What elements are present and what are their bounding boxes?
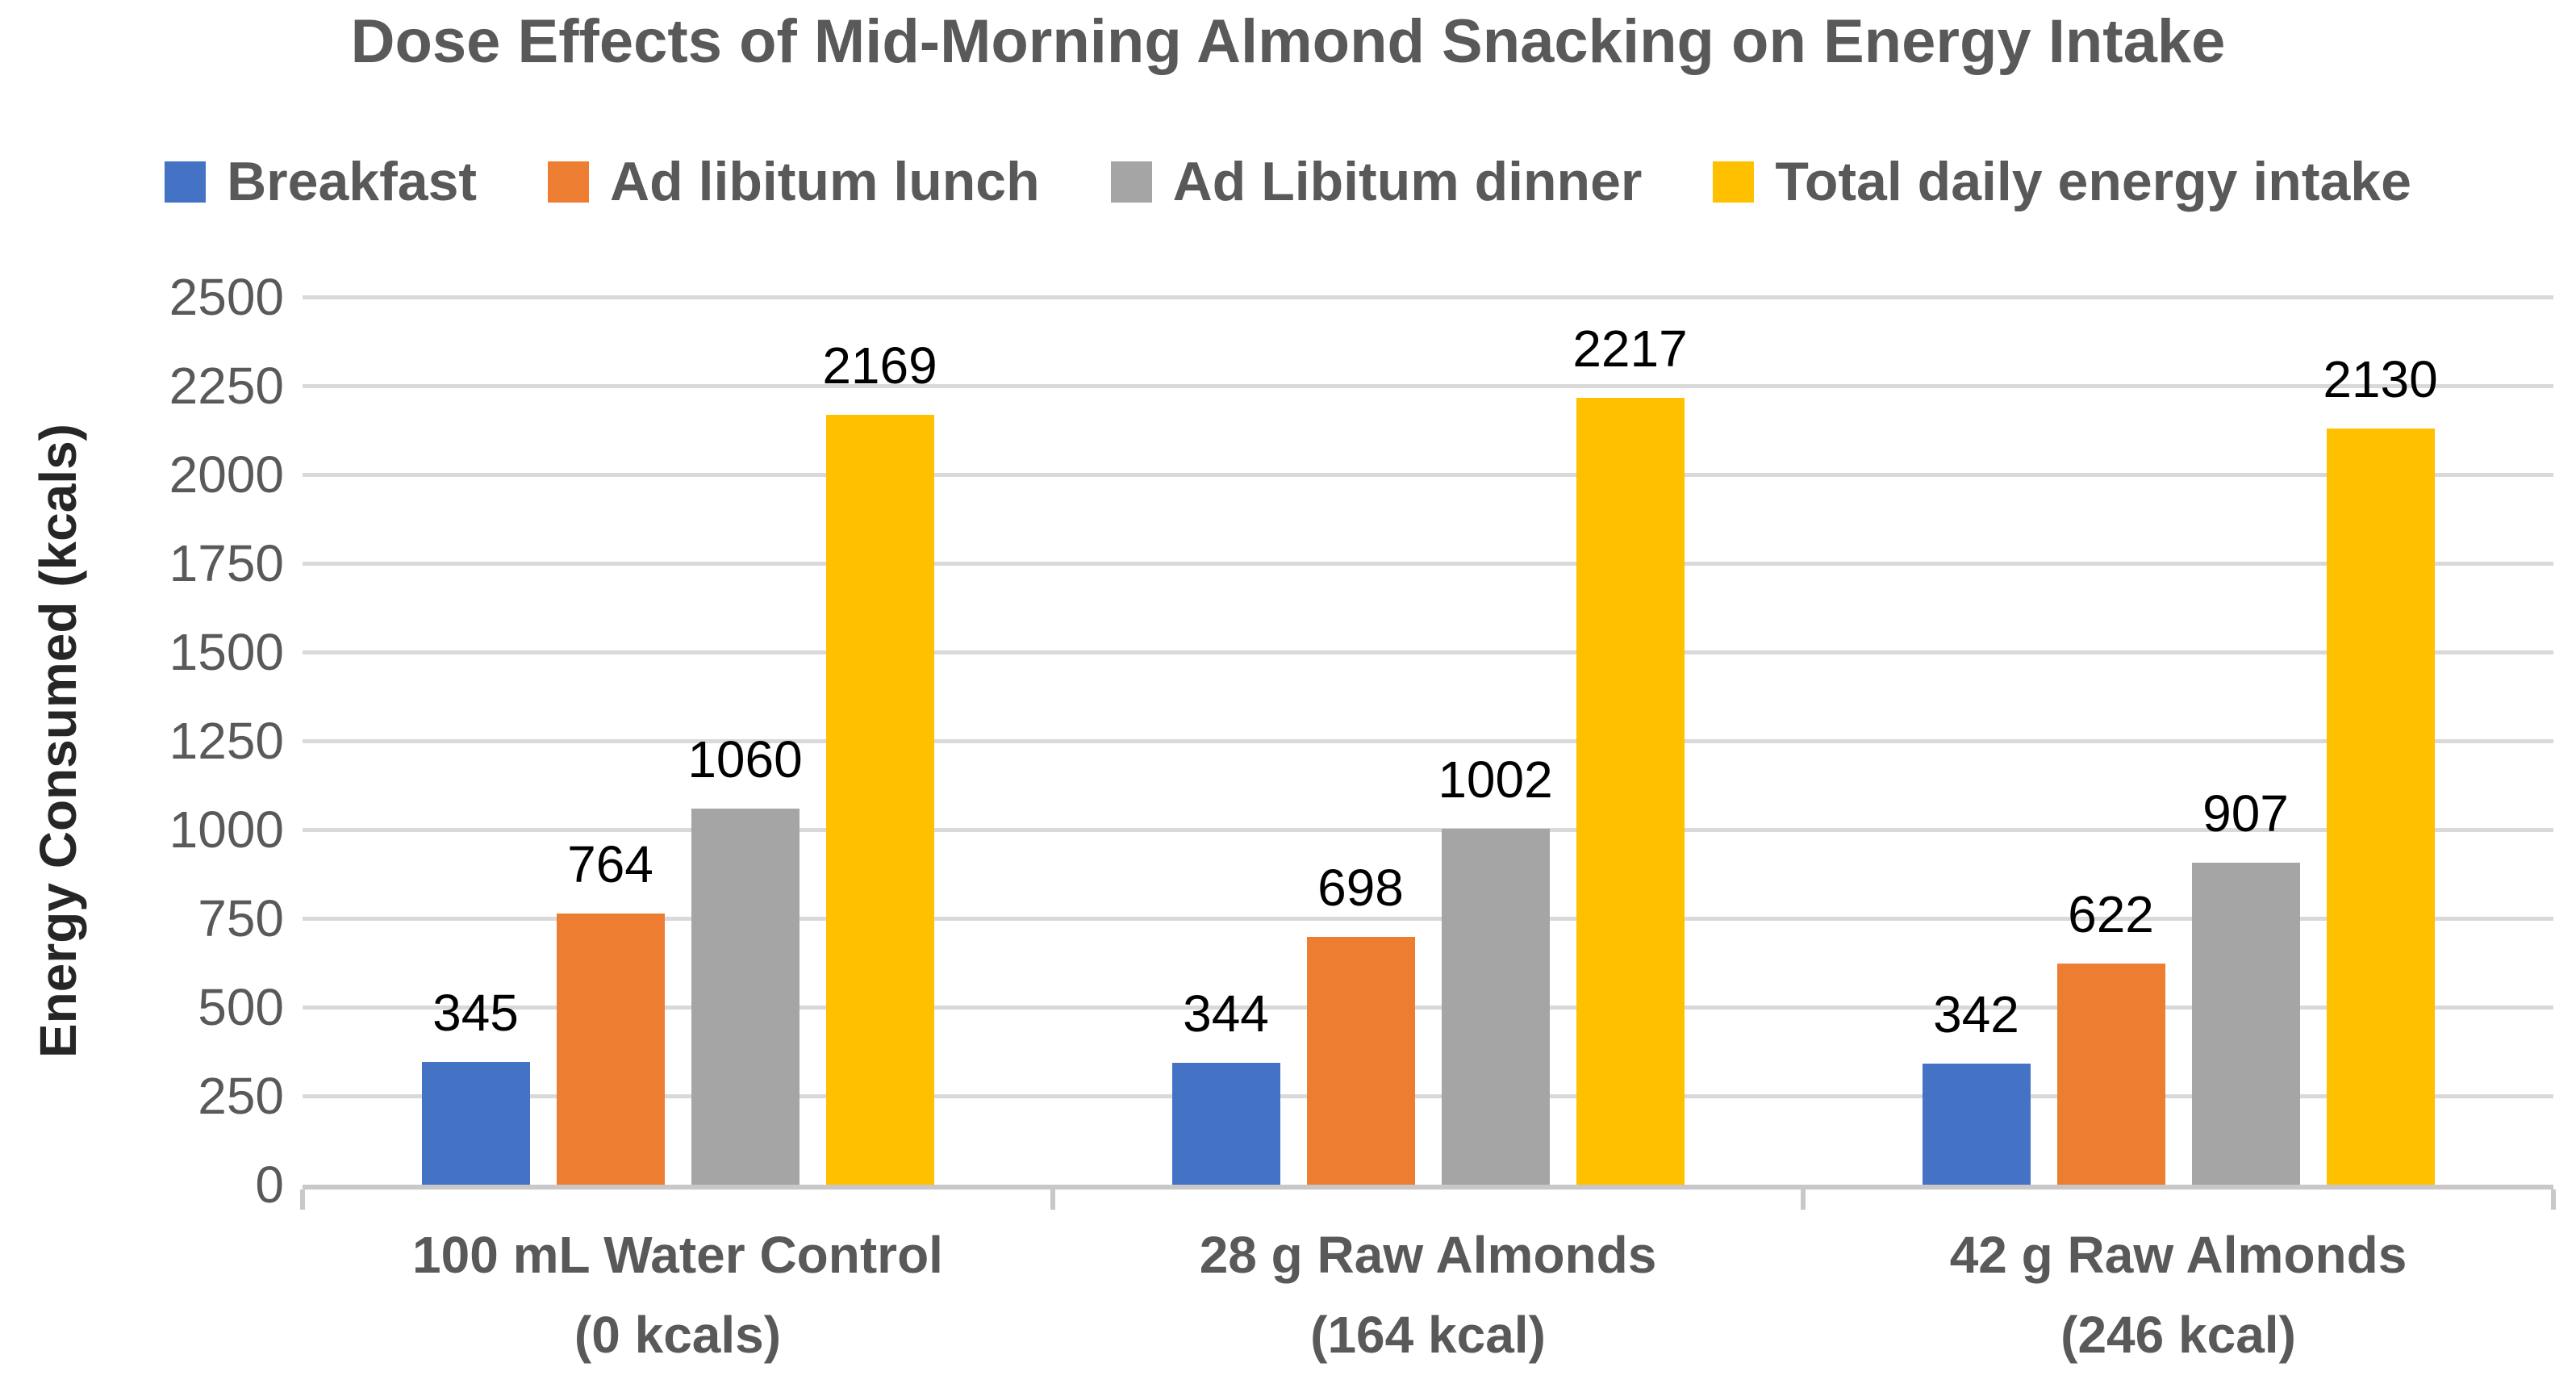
bar: 344 bbox=[1171, 985, 1280, 1185]
bar: 622 bbox=[2056, 885, 2165, 1185]
category-label: 100 mL Water Control (0 kcals) bbox=[303, 1215, 1053, 1375]
bar: 345 bbox=[421, 984, 530, 1185]
bar-value-label: 1060 bbox=[687, 730, 803, 788]
bar: 2217 bbox=[1572, 320, 1688, 1185]
bar-group: 342 622 907 2130 bbox=[1803, 297, 2553, 1185]
bar-value-label: 698 bbox=[1317, 858, 1404, 917]
legend: Breakfast Ad libitum lunch Ad Libitum dinn… bbox=[0, 150, 2576, 213]
category-label: 28 g Raw Almonds (164 kcal) bbox=[1053, 1215, 1803, 1375]
legend-swatch-icon bbox=[165, 161, 207, 203]
bar: 764 bbox=[556, 835, 665, 1185]
category-label-line2: (0 kcals) bbox=[574, 1306, 782, 1365]
y-axis-tick-label: 1500 bbox=[169, 623, 284, 681]
bar-value-label: 2217 bbox=[1572, 319, 1688, 378]
gridline bbox=[303, 295, 2553, 299]
y-axis-tick-label: 0 bbox=[255, 1156, 284, 1214]
legend-item: Total daily energy intake bbox=[1713, 150, 2411, 213]
gridline bbox=[303, 1093, 2553, 1098]
gridline bbox=[303, 1005, 2553, 1010]
bar: 907 bbox=[2191, 784, 2300, 1185]
y-axis-tick-labels: 2500 2250 2000 1750 1500 1250 1000 750 500 250 0 bbox=[0, 268, 284, 1214]
bar: 1002 bbox=[1438, 751, 1553, 1185]
category-label-line2: (246 kcal) bbox=[2060, 1306, 2296, 1365]
x-axis-category-labels: 100 mL Water Control (0 kcals) 28 g Raw Al… bbox=[303, 1215, 2553, 1375]
bar-value-label: 2169 bbox=[822, 336, 937, 395]
bar-value-label: 622 bbox=[2068, 885, 2154, 944]
chart-title: Dose Effects of Mid-Morning Almond Snack… bbox=[350, 7, 2226, 76]
bar-value-label: 345 bbox=[432, 984, 519, 1043]
gridline bbox=[303, 738, 2553, 743]
plot-area: 345 764 1060 2169 344 698 1002 2217 342 622 907 213… bbox=[300, 295, 2556, 1210]
bar-value-label: 764 bbox=[567, 834, 653, 893]
legend-label: Ad libitum lunch bbox=[610, 151, 1040, 212]
bar: 698 bbox=[1306, 859, 1415, 1185]
y-axis-tick-label: 2250 bbox=[169, 357, 284, 415]
y-axis-tick-label: 500 bbox=[198, 978, 284, 1036]
legend-item: Ad Libitum dinner bbox=[1110, 150, 1643, 213]
bar-group: 345 764 1060 2169 bbox=[303, 297, 1053, 1185]
category-label-line1: 100 mL Water Control bbox=[412, 1226, 943, 1284]
bar-value-label: 2130 bbox=[2323, 349, 2438, 408]
y-axis-tick-label: 1000 bbox=[169, 801, 284, 859]
legend-item: Ad libitum lunch bbox=[548, 150, 1040, 213]
y-axis-tick-label: 750 bbox=[198, 889, 284, 947]
legend-label: Ad Libitum dinner bbox=[1172, 151, 1643, 212]
y-axis-tick-label: 1250 bbox=[169, 712, 284, 770]
category-label-line1: 42 g Raw Almonds bbox=[1949, 1226, 2407, 1284]
legend-swatch-icon bbox=[548, 161, 590, 203]
category-label-line2: (164 kcal) bbox=[1310, 1306, 1546, 1365]
bar-value-label: 907 bbox=[2202, 784, 2289, 843]
gridline bbox=[303, 827, 2553, 832]
bar: 1060 bbox=[687, 730, 803, 1185]
x-axis-tick bbox=[300, 1190, 305, 1210]
category-label-line1: 28 g Raw Almonds bbox=[1199, 1226, 1657, 1284]
y-axis-tick-label: 2000 bbox=[169, 445, 284, 504]
legend-item: Breakfast bbox=[165, 150, 477, 213]
bar: 2169 bbox=[822, 337, 937, 1185]
gridline bbox=[303, 472, 2553, 477]
x-axis-tick bbox=[1050, 1190, 1055, 1210]
y-axis-tick-label: 250 bbox=[198, 1067, 284, 1125]
category-label: 42 g Raw Almonds (246 kcal) bbox=[1803, 1215, 2553, 1375]
legend-swatch-icon bbox=[1110, 161, 1152, 203]
x-axis-tick bbox=[1801, 1190, 1806, 1210]
gridline bbox=[303, 383, 2553, 388]
gridline bbox=[303, 561, 2553, 566]
legend-label: Total daily energy intake bbox=[1775, 151, 2411, 212]
legend-swatch-icon bbox=[1713, 161, 1755, 203]
bar-groups: 345 764 1060 2169 344 698 1002 2217 342 622 907 213… bbox=[303, 297, 2553, 1185]
y-axis-tick-label: 1750 bbox=[169, 534, 284, 592]
bar: 342 bbox=[1922, 985, 2031, 1185]
legend-label: Breakfast bbox=[227, 151, 478, 212]
bar-group: 344 698 1002 2217 bbox=[1053, 297, 1803, 1185]
gridline bbox=[303, 916, 2553, 921]
y-axis-tick-label: 2500 bbox=[169, 268, 284, 326]
x-axis-tick bbox=[2551, 1190, 2556, 1210]
bar-value-label: 342 bbox=[1933, 985, 2019, 1043]
gridline bbox=[303, 650, 2553, 654]
bar-value-label: 344 bbox=[1183, 984, 1269, 1043]
bar-value-label: 1002 bbox=[1438, 751, 1553, 809]
bar: 2130 bbox=[2323, 350, 2438, 1185]
